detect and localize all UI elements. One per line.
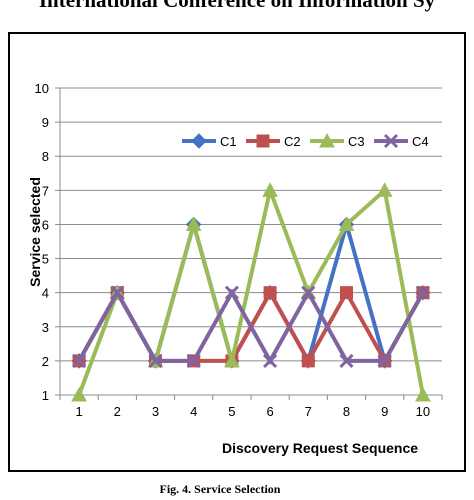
data-point-c2 bbox=[263, 286, 277, 300]
x-tick-label: 1 bbox=[75, 404, 82, 419]
data-point-c4 bbox=[301, 285, 316, 300]
data-point-c4 bbox=[186, 353, 201, 368]
conference-header: International Conference on Information … bbox=[38, 0, 436, 12]
legend-label: C4 bbox=[412, 134, 429, 149]
x-tick-label: 5 bbox=[228, 404, 235, 419]
x-tick-label: 7 bbox=[305, 404, 312, 419]
x-tick-label: 9 bbox=[381, 404, 388, 419]
y-tick-label: 5 bbox=[42, 252, 49, 267]
data-point-c4 bbox=[110, 285, 125, 300]
data-point-c4 bbox=[224, 285, 239, 300]
legend-item-c2: C2 bbox=[246, 134, 301, 149]
series bbox=[71, 182, 431, 402]
x-tick-label: 8 bbox=[343, 404, 350, 419]
x-axis-title: Discovery Request Sequence bbox=[222, 440, 418, 456]
x-tick-label: 4 bbox=[190, 404, 197, 419]
y-tick-label: 7 bbox=[42, 183, 49, 198]
axes bbox=[55, 87, 443, 400]
data-point-c4 bbox=[148, 353, 163, 368]
x-tick-label: 3 bbox=[152, 404, 159, 419]
x-tick-label: 6 bbox=[266, 404, 273, 419]
y-tick-label: 1 bbox=[42, 388, 49, 403]
series-line-c4 bbox=[77, 288, 425, 365]
figure-caption: Fig. 4. Service Selection bbox=[159, 482, 281, 496]
legend-item-c4: C4 bbox=[374, 133, 429, 149]
y-tick-label: 6 bbox=[42, 217, 49, 232]
y-tick-label: 3 bbox=[42, 320, 49, 335]
series-c4 bbox=[72, 285, 430, 368]
legend-label: C2 bbox=[284, 134, 301, 149]
data-point-c3 bbox=[338, 216, 355, 231]
data-point-c3 bbox=[185, 216, 202, 231]
legend-label: C3 bbox=[348, 134, 365, 149]
gridlines bbox=[60, 87, 442, 362]
y-tick-label: 2 bbox=[42, 354, 49, 369]
legend-label: C1 bbox=[220, 134, 237, 149]
legend-marker bbox=[319, 132, 335, 148]
data-point-c4 bbox=[339, 353, 354, 368]
x-tick-labels: 1 2 3 4 5 6 7 8 9 10 bbox=[75, 404, 430, 419]
legend-marker bbox=[191, 133, 207, 149]
data-point-c2 bbox=[301, 354, 315, 368]
data-point-c4 bbox=[377, 353, 392, 368]
legend-marker bbox=[383, 133, 399, 149]
y-axis-title: Service selected bbox=[27, 177, 43, 287]
y-tick-label: 9 bbox=[42, 115, 49, 130]
x-tick-label: 2 bbox=[114, 404, 121, 419]
data-point-c3 bbox=[376, 182, 393, 197]
x-tick-label: 10 bbox=[416, 404, 430, 419]
data-point-c2 bbox=[340, 286, 353, 300]
data-point-c4 bbox=[263, 353, 278, 368]
y-tick-label: 4 bbox=[42, 286, 49, 301]
data-point-c4 bbox=[415, 285, 430, 300]
data-point-c3 bbox=[224, 352, 240, 368]
legend: C1 C2 C3 C4 bbox=[182, 132, 429, 149]
legend-item-c3: C3 bbox=[310, 132, 365, 149]
data-point-c4 bbox=[72, 353, 87, 368]
y-tick-labels: 1 2 3 4 5 6 7 8 9 10 bbox=[35, 81, 49, 403]
y-tick-label: 10 bbox=[35, 81, 49, 96]
data-point-c3 bbox=[71, 386, 87, 402]
data-point-c3 bbox=[415, 386, 431, 402]
y-tick-label: 8 bbox=[42, 149, 49, 164]
legend-item-c1: C1 bbox=[182, 133, 237, 149]
legend-marker bbox=[256, 134, 270, 148]
data-point-c3 bbox=[262, 182, 278, 197]
